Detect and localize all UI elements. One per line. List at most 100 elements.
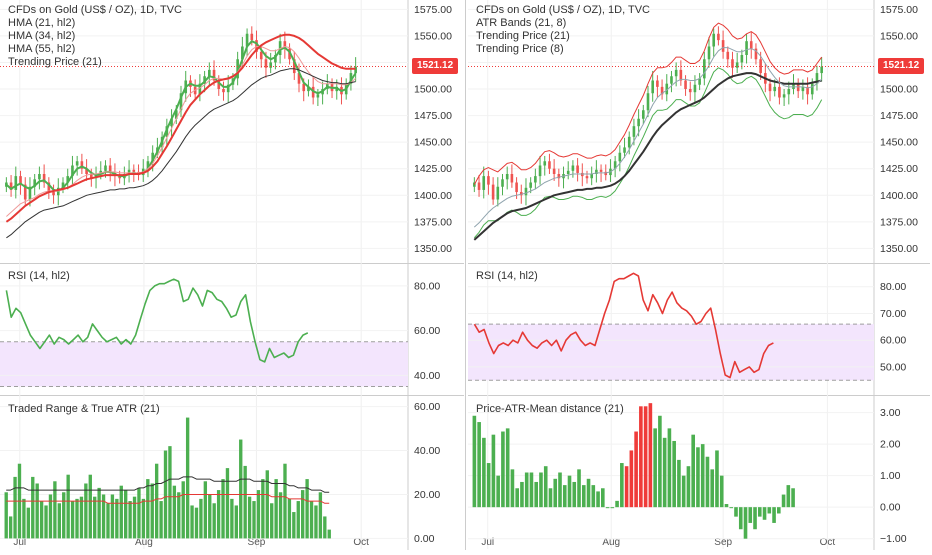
candle-body <box>66 176 70 183</box>
right-bar <box>777 507 781 514</box>
left-bar <box>216 490 221 539</box>
candle-body <box>104 165 107 171</box>
right-price-tick-label: 1350.00 <box>880 243 918 255</box>
left-bar <box>132 496 137 539</box>
right-rsi-line <box>473 272 774 379</box>
left-bar <box>35 483 39 539</box>
candle-body <box>726 51 730 60</box>
right-bar <box>577 469 581 508</box>
right-rsi-band <box>468 324 874 381</box>
candle-body <box>477 182 481 190</box>
candle-body <box>127 169 131 174</box>
right-bar <box>624 466 629 508</box>
right-bar <box>715 450 719 508</box>
right-bar <box>700 444 705 508</box>
left-bar <box>62 492 66 539</box>
candle-body <box>684 80 687 89</box>
candle-body <box>208 69 211 77</box>
right-bar <box>501 431 505 508</box>
right-bar <box>477 422 481 508</box>
right-rsi-tick-label: 60.00 <box>880 335 906 347</box>
candle-body <box>538 165 542 177</box>
time-axis-label-sep: Sep <box>248 537 266 548</box>
candle-body <box>316 94 320 98</box>
left-bar <box>287 498 292 539</box>
right-bar <box>596 491 600 508</box>
right-bar <box>482 437 486 508</box>
left-bar <box>305 479 309 539</box>
left-bar <box>208 494 212 539</box>
candle-body <box>731 59 734 68</box>
left-series-trending-price-21- <box>6 68 356 239</box>
left-rsi-line <box>5 278 309 363</box>
right-price-tick-label: 1425.00 <box>880 163 918 175</box>
right-series-atr-bands-upper <box>473 22 823 185</box>
left-bar <box>194 507 199 539</box>
time-axis-label-oct: Oct <box>353 537 369 548</box>
left-bar <box>137 487 141 539</box>
right-legend-symbol: CFDs on Gold (US$ / OZ), 1D, TVC <box>476 4 651 16</box>
left-bar <box>26 507 31 539</box>
right-bar <box>677 459 681 508</box>
candle-body <box>787 89 791 95</box>
left-bar <box>247 496 252 539</box>
left-atr-title: Traded Range & True ATR (21) <box>8 403 160 415</box>
candle-body <box>778 86 781 98</box>
time-axis-label-sep: Sep <box>714 537 732 548</box>
right-bar <box>753 507 757 530</box>
left-legend-hma34: HMA (34, hl2) <box>8 30 76 42</box>
right-bar <box>562 485 567 508</box>
candle-body <box>566 170 570 174</box>
right-bar <box>719 475 724 508</box>
candle-body <box>245 33 249 47</box>
candle-body <box>534 176 537 183</box>
candle-body <box>179 93 183 111</box>
candle-body <box>42 174 46 183</box>
right-price-tick-label: 1400.00 <box>880 190 918 202</box>
left-bar <box>146 479 150 539</box>
candle-body <box>510 174 514 183</box>
left-bar <box>318 492 323 539</box>
candle-body <box>505 174 509 180</box>
candle-body <box>19 176 22 185</box>
left-series-hma-55-hl2- <box>5 33 356 223</box>
left-rsi-tick-label: 40.00 <box>414 370 440 382</box>
candle-body <box>674 69 678 77</box>
left-last-price-badge: 1521.12 <box>412 58 459 74</box>
left-bar <box>84 483 88 539</box>
right-atr-tick-label: 1.00 <box>880 470 901 482</box>
candle-body <box>782 94 786 98</box>
left-price-tick-label: 1475.00 <box>414 110 452 122</box>
left-bar <box>252 501 256 539</box>
right-bar <box>648 403 653 508</box>
left-bar <box>261 479 265 539</box>
candle-body <box>815 73 819 84</box>
candle-body <box>585 176 589 179</box>
right-bar <box>591 485 596 508</box>
right-bar <box>567 475 572 508</box>
left-bar <box>314 505 318 539</box>
left-bar <box>323 516 327 539</box>
candle-body <box>61 182 65 188</box>
candle-body <box>217 80 221 89</box>
candle-body <box>576 165 579 173</box>
candle-body <box>820 66 823 74</box>
right-price-tick-label: 1500.00 <box>880 84 918 96</box>
left-legend-hma21: HMA (21, hl2) <box>8 17 76 29</box>
right-bar <box>553 478 558 508</box>
candle-body <box>302 83 306 92</box>
candle-body <box>721 40 725 52</box>
right-price-tick-label: 1475.00 <box>880 110 918 122</box>
right-bar <box>653 428 657 508</box>
candle-body <box>198 83 202 95</box>
left-bar <box>265 470 269 539</box>
candle-body <box>524 187 528 196</box>
left-bar <box>225 468 230 539</box>
right-bar <box>524 472 529 508</box>
left-bar <box>79 496 84 539</box>
candle-body <box>529 182 532 188</box>
candle-body <box>307 86 310 92</box>
candle-body <box>623 147 626 153</box>
right-bar <box>686 466 691 508</box>
left-bar <box>57 503 61 539</box>
